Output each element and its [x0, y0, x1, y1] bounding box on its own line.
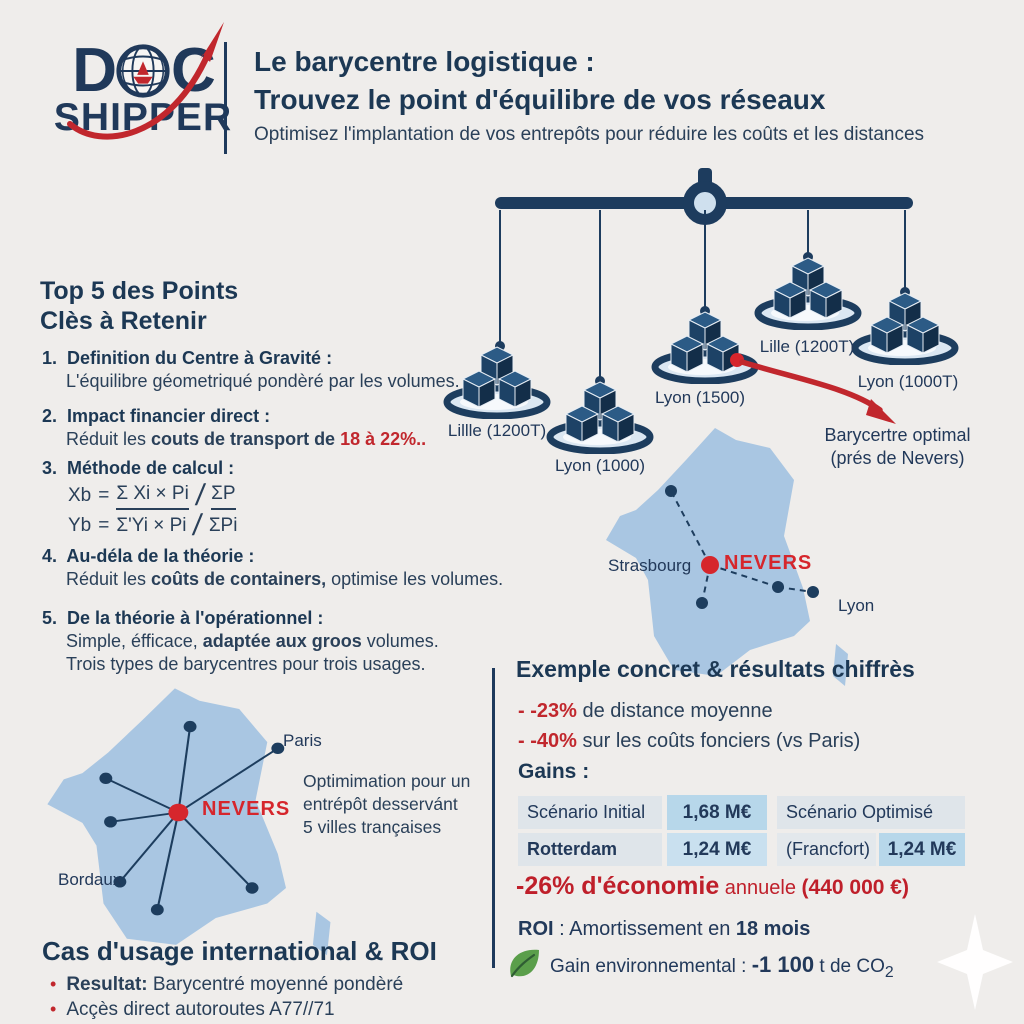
pan-label-2: Lyon (1000): [554, 456, 646, 475]
formula-row-x: Xb = Σ Xi × Pi / ΣP: [68, 478, 236, 512]
city-label-strasbourg: Strasbourg: [608, 556, 692, 575]
keypoint-1-desc: L'équilibre géometriqué pondèré par les …: [66, 371, 460, 391]
string-dot-5: [900, 287, 910, 297]
environment-line: Gain environnemental : -1 100 t de CO2: [550, 952, 894, 981]
leaf-icon: [510, 949, 539, 978]
example-heading: Exemple concret & résultats chiffrès: [516, 656, 915, 682]
city-label-nevers-top: NEVERS: [724, 552, 813, 574]
usecase-bullet-1-text: Resultat: Barycentré moyenné pondèré: [66, 974, 404, 995]
nevers-dot-top: [701, 556, 719, 574]
corsica-shape-bottom: [312, 911, 331, 956]
keypoint-5-title: 5. De la théorie à l'opérationnel :: [42, 608, 324, 628]
scale-string-2: [599, 210, 601, 382]
string-dot-4: [803, 252, 813, 262]
pan-label-5: Lyon (1000T): [857, 372, 959, 391]
keypoint-2-title: 2. Impact financier direct :: [42, 406, 271, 426]
keypoint-5-desc1: Simple, éfficace, adaptée aux groos volu…: [66, 631, 439, 651]
cost-reduction-value: 18 à 22%..: [340, 429, 427, 449]
pan-label-1: Lillle (1200T): [447, 421, 547, 440]
formula-row-y: Yb = Σ'Yi × Pi / ΣPi: [68, 509, 238, 542]
scale-string-1: [499, 210, 501, 347]
table-cell-rotterdam: Rotterdam: [518, 833, 662, 866]
logo-letter-d: D: [72, 36, 117, 105]
keypoint-4-title: 4. Au-déla de la théorie :: [42, 546, 255, 566]
logo-doc-row: D C: [52, 40, 234, 102]
keypoint-2-desc: Réduit les couts de transport de 18 à 22…: [66, 429, 427, 449]
roi-line: ROI : Amortissement en 18 mois: [518, 918, 811, 940]
string-dot-3: [700, 306, 710, 316]
annotation-line2: (prés de Nevers): [830, 448, 965, 468]
barycentre-arrow-icon: [739, 359, 896, 424]
bullet-dot-icon: •: [50, 999, 57, 1019]
annotation-line1: Barycertre optimal: [824, 425, 971, 445]
co2-reduction-value: -1 100: [751, 952, 815, 977]
page-title-line2: Trouvez le point d'équilibre de vos rése…: [254, 84, 826, 115]
table-cell-scenario-initial: Scénario Initial: [518, 796, 662, 829]
usecase-heading: Cas d'usage international & ROI: [42, 936, 437, 966]
example-bullet-distance: - -23% de distance moyenne: [518, 700, 773, 722]
pan-label-4: Lille (1200T): [759, 337, 855, 356]
economy-amount: (440 000 €): [801, 876, 909, 899]
city-label-nevers-bottom: NEVERS: [202, 798, 291, 820]
scale-string-5: [904, 210, 906, 293]
keypoints-title: Top 5 des Points Clès à Retenir: [40, 276, 238, 336]
table-cell-rotterdam-value: 1,24 M€: [667, 833, 767, 866]
pan-label-3: Lyon (1500): [654, 388, 746, 407]
docshipper-logo: D C SHIPPER: [52, 22, 234, 140]
scale-string-4: [807, 210, 809, 258]
usecase-bullet-2: • Acçès direct autoroutes A77//71: [50, 999, 335, 1021]
barycentre-annotation: Barycertre optimal (prés de Nevers): [800, 424, 995, 470]
city-dots-bottom: [99, 720, 285, 916]
logo-shipper-text: SHIPPER: [53, 96, 233, 139]
city-label-bordeaux: Bordaux: [58, 870, 122, 889]
logo-letter-c: C: [171, 36, 216, 105]
barycentre-formula: Xb = Σ Xi × Pi / ΣP Yb = Σ'Yi × Pi / ΣPi: [68, 478, 238, 543]
string-dot-1: [495, 341, 505, 351]
france-map-bottom: [47, 688, 331, 956]
roi-duration: 18 mois: [735, 918, 811, 940]
page-title-line1: Le barycentre logistique :: [254, 46, 595, 77]
page-subtitle: Optimisez l'implantation de vos entrepôt…: [254, 124, 925, 145]
city-label-paris: Paris: [283, 731, 322, 750]
bullet-dot-icon: •: [50, 974, 57, 994]
city-dots: [665, 485, 819, 609]
table-cell-initial-value: 1,68 M€: [667, 795, 767, 830]
example-section-divider: [492, 668, 495, 968]
keypoint-4-desc: Réduit les coûts de containers, optimise…: [66, 569, 504, 589]
keypoints-title-line2: Clès à Retenir: [40, 307, 207, 335]
economy-line: -26% d'économie annuele (440 000 €): [516, 872, 909, 900]
keypoints-title-line1: Top 5 des Points: [40, 277, 239, 305]
gains-label: Gains :: [518, 760, 590, 783]
corsica-shape: [833, 644, 848, 686]
table-cell-francfort: (Francfort): [777, 833, 876, 866]
globe-icon: [116, 44, 170, 98]
nevers-dot-bottom: [168, 803, 189, 822]
france-map-top: [606, 428, 848, 686]
header-divider: [224, 42, 227, 154]
radiating-lines: [105, 726, 279, 910]
map-caption: Optimimation pour un entrépôt desservánt…: [303, 771, 471, 837]
example-bullet-foncier: - -40% sur les coûts fonciers (vs Paris): [518, 730, 861, 752]
land-cost-reduction-value: -40%: [530, 730, 577, 752]
table-cell-francfort-value: 1,24 M€: [879, 833, 965, 866]
keypoint-5-desc2: Trois types de barycentres pour trois us…: [66, 654, 426, 674]
scale-string-3: [704, 210, 706, 312]
distance-reduction-value: -23%: [530, 700, 577, 722]
usecase-bullet-2-text: Acçès direct autoroutes A77//71: [66, 999, 335, 1020]
keypoint-3-title: 3. Méthode de calcul :: [42, 458, 235, 478]
table-cell-scenario-optimise: Scénario Optimisé: [777, 796, 965, 829]
economy-percent: -26% d'économie: [516, 872, 720, 900]
string-dot-2: [595, 376, 605, 386]
usecase-bullet-1: • Resultat: Barycentré moyenné pondèré: [50, 974, 403, 996]
sparkle-icon: [937, 914, 1013, 1010]
keypoint-1-title: 1. Definition du Centre à Gravité :: [42, 348, 333, 368]
city-label-lyon: Lyon: [838, 596, 875, 615]
